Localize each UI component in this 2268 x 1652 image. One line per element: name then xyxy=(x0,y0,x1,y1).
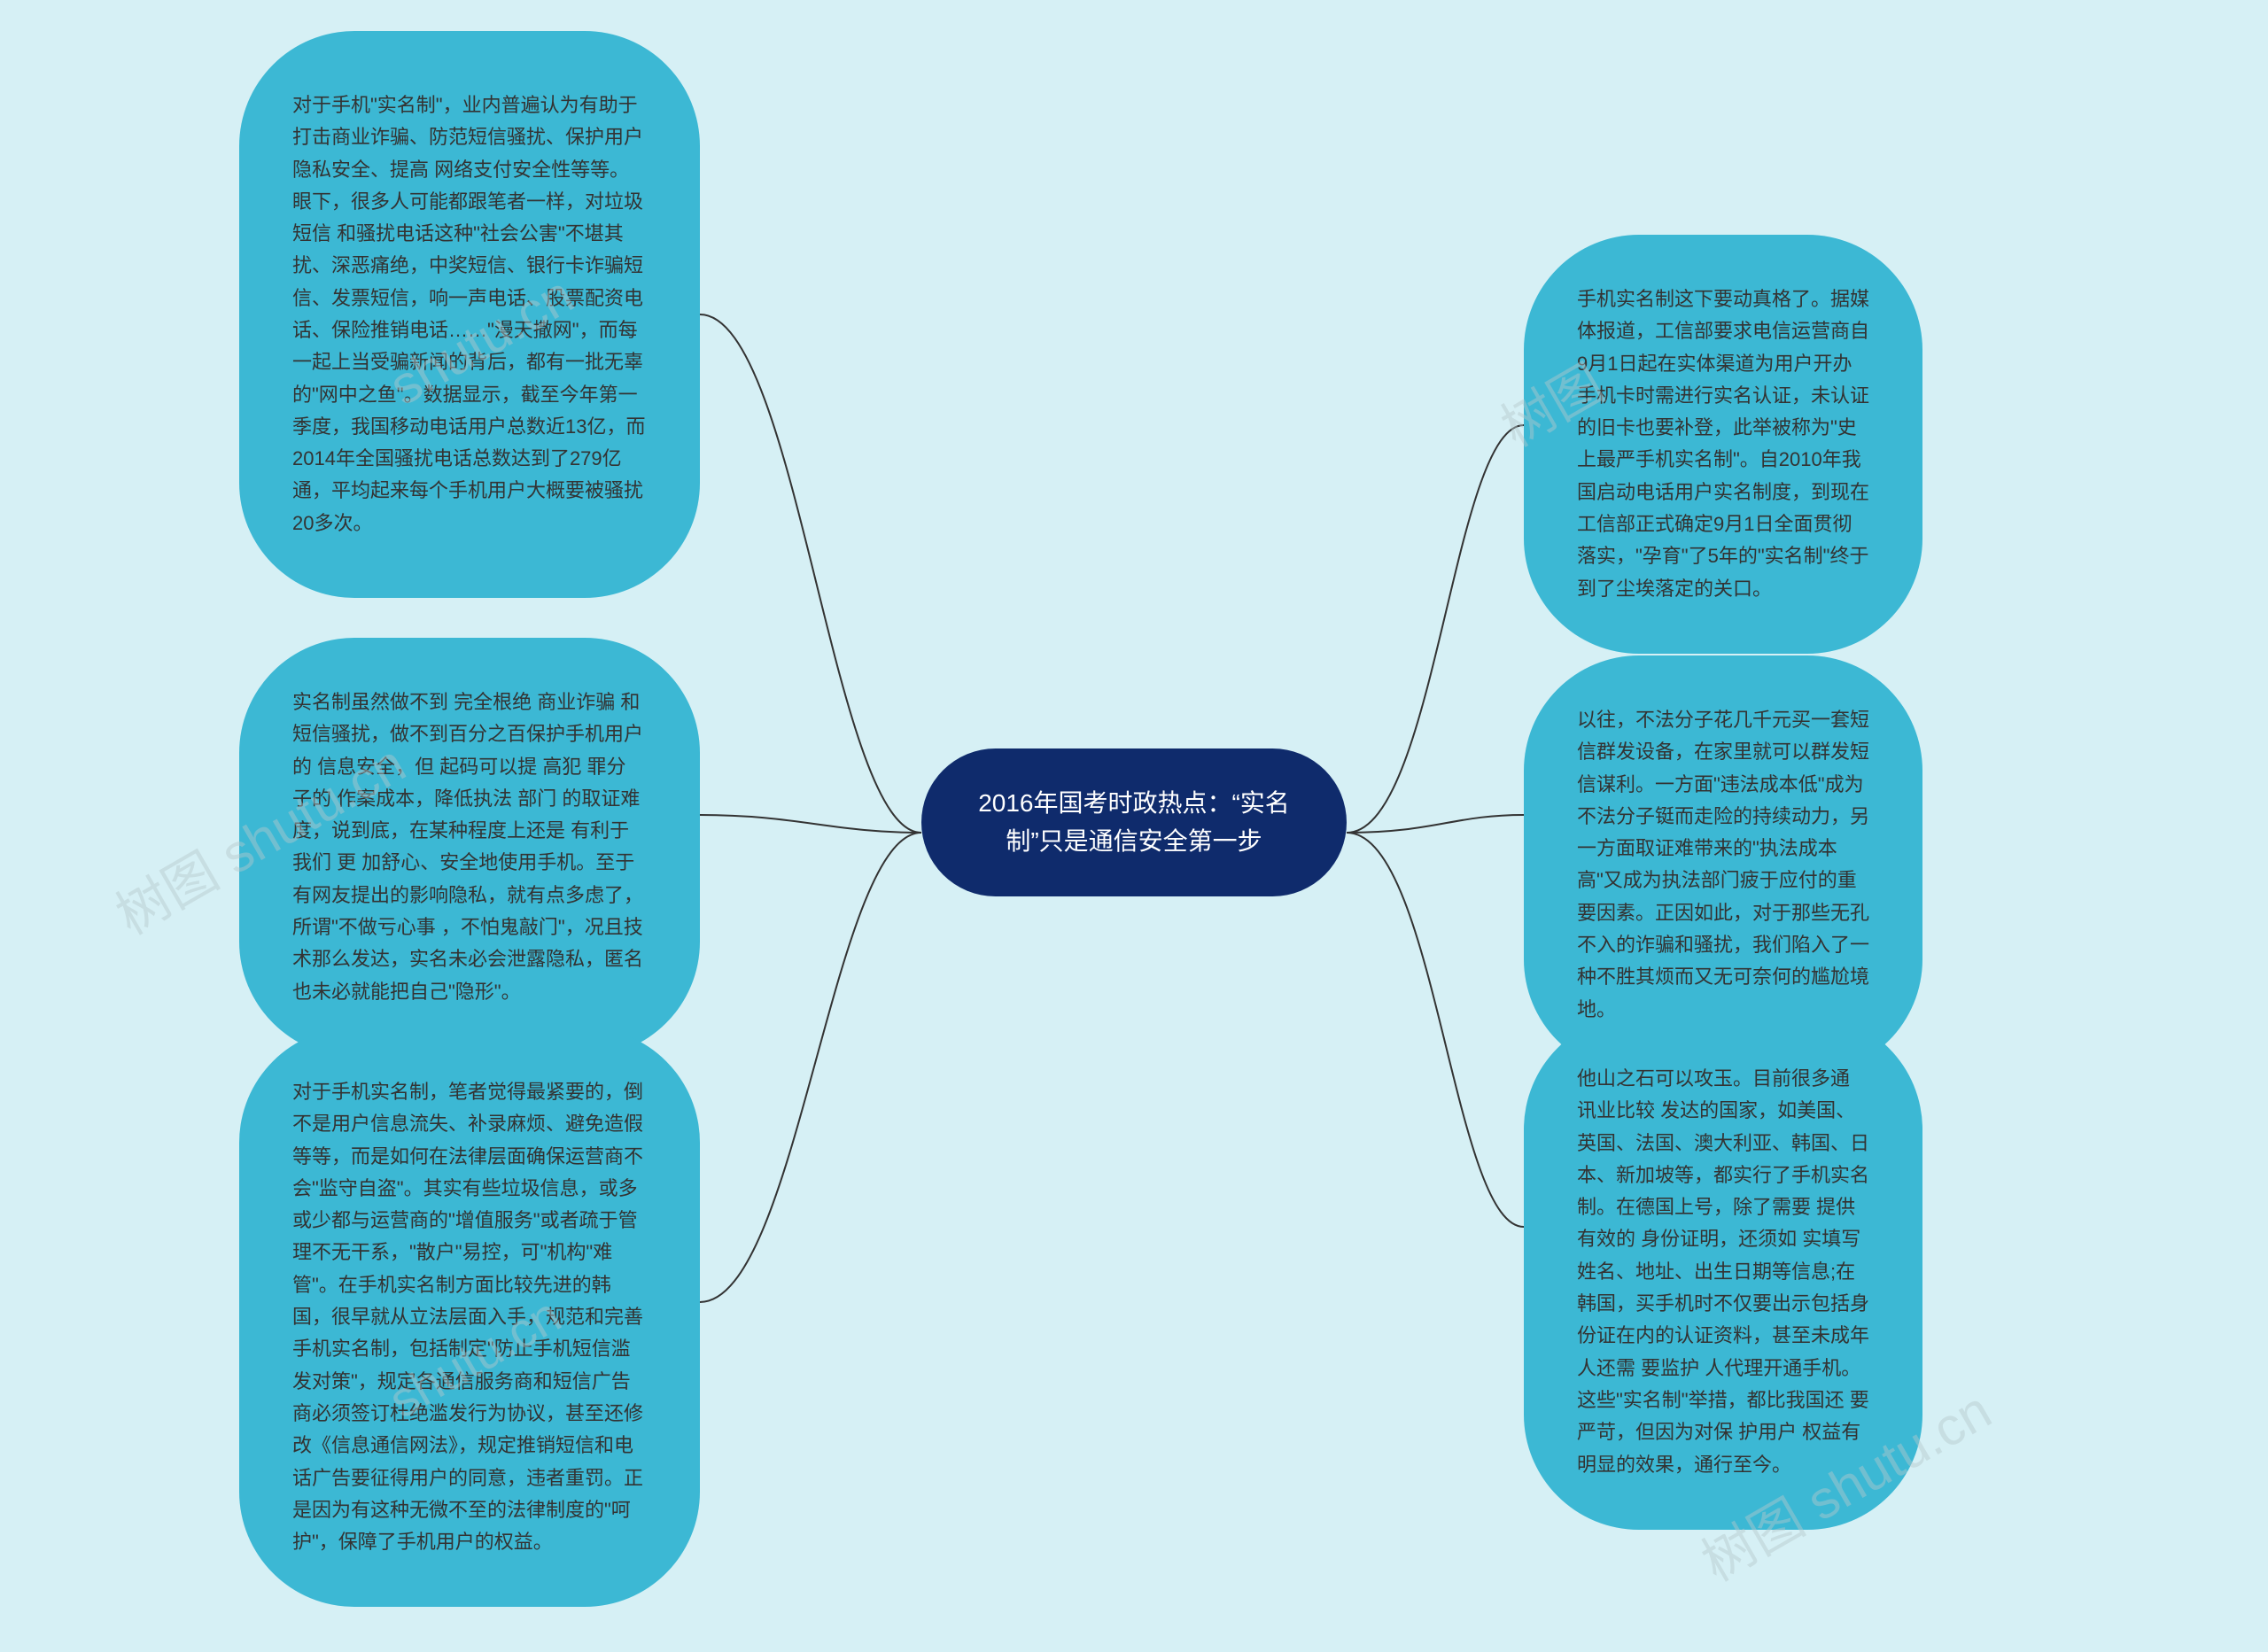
connector-l1 xyxy=(700,314,921,833)
connector-r2 xyxy=(1347,815,1524,833)
leaf-node-r2[interactable]: 以往，不法分子花几千元买一套短信群发设备，在家里就可以群发短信谋利。一方面"违法… xyxy=(1524,655,1922,1074)
mindmap-canvas: 2016年国考时政热点：“实名制”只是通信安全第一步 对于手机"实名制"，业内普… xyxy=(0,0,2268,1652)
leaf-text-r3: 他山之石可以攻玉。目前很多通 讯业比较 发达的国家，如美国、英国、法国、澳大利亚… xyxy=(1577,1063,1869,1481)
connector-l3 xyxy=(700,833,921,1302)
connector-l2 xyxy=(700,815,921,833)
leaf-node-l2[interactable]: 实名制虽然做不到 完全根绝 商业诈骗 和短信骚扰，做不到百分之百保护手机用户的 … xyxy=(239,638,700,1057)
leaf-node-l1[interactable]: 对于手机"实名制"，业内普遍认为有助于 打击商业诈骗、防范短信骚扰、保护用户 隐… xyxy=(239,31,700,598)
leaf-node-l3[interactable]: 对于手机实名制，笔者觉得最紧要的，倒不是用户信息流失、补录麻烦、避免造假等等，而… xyxy=(239,1028,700,1607)
connector-r3 xyxy=(1347,833,1524,1227)
leaf-text-l1: 对于手机"实名制"，业内普遍认为有助于 打击商业诈骗、防范短信骚扰、保护用户 隐… xyxy=(292,89,647,539)
leaf-node-r3[interactable]: 他山之石可以攻玉。目前很多通 讯业比较 发达的国家，如美国、英国、法国、澳大利亚… xyxy=(1524,1014,1922,1530)
leaf-text-r1: 手机实名制这下要动真格了。据媒体报道，工信部要求电信运营商自9月1日起在实体渠道… xyxy=(1577,283,1869,605)
leaf-text-l3: 对于手机实名制，笔者觉得最紧要的，倒不是用户信息流失、补录麻烦、避免造假等等，而… xyxy=(292,1076,647,1558)
connector-r1 xyxy=(1347,425,1524,833)
center-node[interactable]: 2016年国考时政热点：“实名制”只是通信安全第一步 xyxy=(921,748,1347,896)
leaf-node-r1[interactable]: 手机实名制这下要动真格了。据媒体报道，工信部要求电信运营商自9月1日起在实体渠道… xyxy=(1524,235,1922,654)
center-node-text: 2016年国考时政热点：“实名制”只是通信安全第一步 xyxy=(966,784,1302,861)
leaf-text-r2: 以往，不法分子花几千元买一套短信群发设备，在家里就可以群发短信谋利。一方面"违法… xyxy=(1577,704,1869,1026)
leaf-text-l2: 实名制虽然做不到 完全根绝 商业诈骗 和短信骚扰，做不到百分之百保护手机用户的 … xyxy=(292,686,647,1008)
